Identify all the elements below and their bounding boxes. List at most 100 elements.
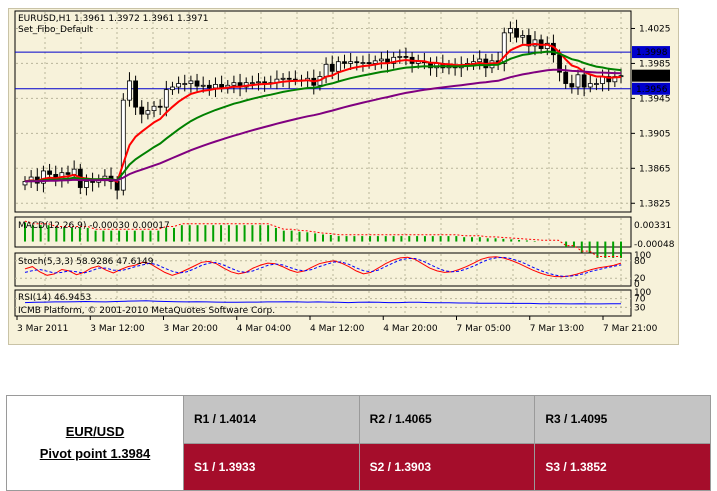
rsi-title: RSI(14) 46.9453 <box>18 293 91 303</box>
y-tick-label: 1.3865 <box>639 164 671 174</box>
candle-body <box>323 63 329 77</box>
moving-average-line <box>24 68 622 183</box>
chart-window: 1.4025 1.3985 1.3945 1.3905 1.3865 1.3825 1.39… <box>8 8 679 345</box>
macd-y-tick-label: 0.00331 <box>634 221 671 231</box>
rsi-pane-frame <box>14 289 632 317</box>
y-tick-label: 1.4025 <box>639 24 671 34</box>
pivot-summary-cell: EUR/USD Pivot point 1.3984 <box>6 395 184 491</box>
stoch-y-tick-label: 100 <box>634 251 651 261</box>
candle-body <box>22 181 28 186</box>
rsi-line <box>24 300 621 305</box>
y-tick-label: 1.3985 <box>639 59 671 69</box>
candle-body <box>65 172 71 175</box>
candle-body <box>372 60 378 64</box>
resistance-r3: R3 / 1.4095 <box>534 395 711 444</box>
price-tag-label: 1.3998 <box>636 48 668 58</box>
rsi-y-tick-label: 100 <box>634 288 651 298</box>
x-tick-label: 3 Mar 12:00 <box>90 324 145 334</box>
resistance-r2: R2 / 1.4065 <box>358 395 536 444</box>
candle-body <box>581 74 587 88</box>
x-tick-label: 7 Mar 05:00 <box>457 324 512 334</box>
resistance-r1: R1 / 1.4014 <box>183 395 360 444</box>
pivot-point: Pivot point 1.3984 <box>39 446 151 461</box>
candle-body <box>508 28 513 34</box>
candle-body <box>329 63 335 72</box>
support-s3: S3 / 1.3852 <box>534 442 711 491</box>
currency-pair: EUR/USD <box>65 424 125 439</box>
moving-average-line <box>24 42 622 184</box>
candle-body <box>501 32 507 64</box>
platform-copyright: ICMB Platform, © 2001-2010 MetaQuotes So… <box>18 306 275 316</box>
pivot-table: EUR/USD Pivot point 1.3984 R1 / 1.4014 R… <box>6 395 711 491</box>
candle-body <box>575 74 581 88</box>
candle-body <box>360 62 366 64</box>
candle-body <box>249 82 255 85</box>
stoch-pane-frame <box>14 252 632 287</box>
chart-template-name: Set_Fibo_Default <box>18 25 93 35</box>
x-tick-label: 4 Mar 12:00 <box>310 324 365 334</box>
x-tick-label: 3 Mar 2011 <box>17 324 68 334</box>
candle-body <box>213 84 218 89</box>
x-tick-label: 3 Mar 20:00 <box>164 324 219 334</box>
candle-body <box>594 83 599 85</box>
candle-body <box>170 86 175 91</box>
price-tag <box>632 46 670 59</box>
candle-body <box>41 170 46 184</box>
support-s1: S1 / 1.3933 <box>183 442 360 491</box>
stoch-title: Stoch(5,3,3) 58.9286 47.6149 <box>18 257 154 267</box>
moving-average-line <box>24 50 622 183</box>
candle-body <box>176 83 182 88</box>
candle-body <box>366 62 372 64</box>
candle-body <box>120 99 126 191</box>
x-tick-label: 7 Mar 21:00 <box>603 324 658 334</box>
macd-title: MACD(12,26,9) -0.00030 0.00017 <box>18 221 170 231</box>
rsi-y-tick-label: 30 <box>634 303 646 313</box>
candle-body <box>514 28 519 38</box>
x-tick-label: 7 Mar 13:00 <box>530 324 585 334</box>
candle-body <box>354 61 360 64</box>
candle-body <box>569 83 575 88</box>
candle-body <box>151 105 157 112</box>
candle-body <box>47 170 52 175</box>
y-tick-label: 1.3945 <box>639 94 671 104</box>
stoch-y-tick-label: 80 <box>634 257 646 267</box>
stoch-signal-line <box>24 256 622 277</box>
candle-body <box>139 106 145 115</box>
candle-body <box>520 35 526 38</box>
y-tick-label: 1.3905 <box>639 129 671 139</box>
candle-body <box>348 61 354 64</box>
candle-body <box>145 110 151 115</box>
price-tag <box>632 69 670 82</box>
candle-body <box>231 82 237 86</box>
candle-body <box>335 61 341 72</box>
candle-body <box>606 76 612 83</box>
chart-symbol-readout: EURUSD,H1 1.3961 1.3972 1.3961 1.3971 <box>18 14 209 24</box>
x-tick-label: 4 Mar 04:00 <box>237 324 292 334</box>
candle-body <box>200 84 206 87</box>
candle-body <box>182 83 188 85</box>
candle-body <box>391 56 397 64</box>
candle-body <box>133 80 138 108</box>
candle-body <box>563 71 569 84</box>
candle-body <box>256 81 261 84</box>
stoch-y-tick-label: 20 <box>634 274 646 284</box>
candle-body <box>188 80 194 84</box>
macd-signal-line <box>24 220 621 257</box>
stoch-y-tick-label: 0 <box>634 280 640 290</box>
price-tag <box>632 82 670 95</box>
rsi-y-tick-label: 70 <box>634 295 646 305</box>
x-tick-label: 4 Mar 20:00 <box>383 324 438 334</box>
candle-body <box>397 56 403 58</box>
candle-body <box>194 80 200 87</box>
candle-body <box>157 105 163 108</box>
main-pane-frame <box>14 10 632 213</box>
stoch-main-line <box>24 256 622 278</box>
macd-pane-frame <box>14 216 632 248</box>
candle-body <box>71 168 77 175</box>
candle-body <box>127 80 132 101</box>
candle-body <box>378 58 384 62</box>
chart-svg: 1.4025 1.3985 1.3945 1.3905 1.3865 1.3825 1.39… <box>14 10 675 334</box>
macd-y-tick-label: -0.00048 <box>634 240 675 250</box>
candle-body <box>90 181 95 183</box>
price-tag-label: 1.3971 <box>636 72 668 82</box>
